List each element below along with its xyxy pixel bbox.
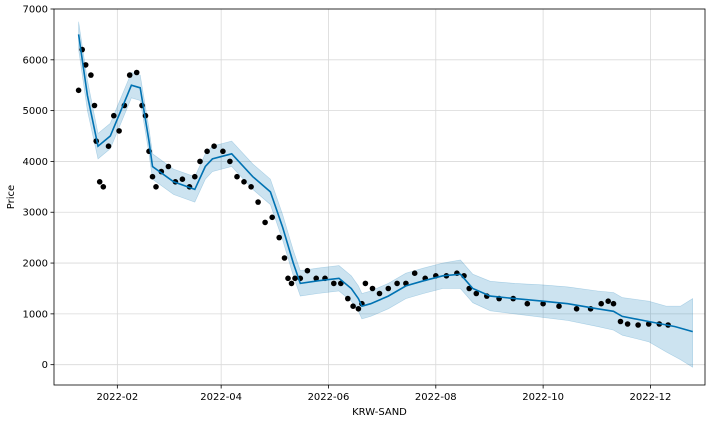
observed-point	[331, 280, 337, 287]
observed-point	[241, 179, 247, 185]
observed-point	[88, 72, 94, 78]
x-tick-label: 2022-02	[96, 392, 138, 403]
observed-point	[197, 158, 203, 165]
observed-point	[292, 275, 298, 282]
observed-point	[100, 184, 107, 190]
y-tick-label: 5000	[23, 106, 48, 117]
forecast-line	[77, 34, 693, 333]
observed-point	[610, 300, 617, 307]
uncertainty-band	[78, 21, 693, 368]
observed-point	[255, 199, 261, 205]
observed-point	[605, 298, 611, 305]
observed-point	[304, 267, 311, 274]
y-tick-label: 6000	[23, 55, 48, 66]
observed-point	[149, 173, 156, 180]
observed-point	[338, 280, 344, 287]
observed-point	[105, 143, 112, 149]
observed-point	[376, 290, 383, 297]
observed-point	[91, 102, 98, 109]
observed-point	[350, 303, 356, 310]
observed-point	[411, 270, 418, 277]
observed-point	[385, 285, 392, 292]
observed-point	[598, 300, 604, 307]
observed-point	[540, 300, 546, 307]
observed-point	[227, 158, 233, 165]
observed-point	[635, 322, 641, 328]
y-axis-label: Price	[6, 185, 17, 209]
observed-point	[288, 280, 295, 287]
y-tick-label: 1000	[23, 309, 48, 320]
observed-point	[133, 69, 140, 76]
observed-point	[204, 148, 210, 155]
observed-point	[248, 184, 254, 190]
observed-point	[313, 275, 320, 282]
x-tick-label: 2022-04	[200, 392, 242, 403]
y-tick-label: 3000	[23, 208, 48, 219]
x-tick-label: 2022-10	[522, 392, 564, 403]
observed-point	[473, 290, 480, 297]
observed-point	[355, 306, 362, 312]
plot-frame	[53, 8, 706, 386]
observed-point	[394, 280, 400, 287]
observed-point	[556, 303, 562, 310]
x-tick-label: 2022-12	[630, 392, 672, 403]
x-axis-label: KRW-SAND	[352, 407, 407, 418]
observed-point	[369, 285, 376, 292]
forecast-line-layer	[77, 34, 693, 333]
observed-point	[262, 219, 268, 226]
observed-point	[234, 173, 240, 180]
observed-point	[276, 234, 283, 241]
observed-point	[75, 87, 82, 94]
observed-point	[111, 112, 117, 119]
axis-ticks: 2022-02 2022-04 2022-06 2022-08 2022-10 2022-…	[23, 5, 672, 404]
observed-point	[281, 255, 288, 261]
observed-point	[645, 321, 652, 327]
observed-point	[165, 163, 172, 170]
observed-point	[345, 295, 351, 302]
observed-point	[116, 128, 122, 134]
y-tick-label: 4000	[23, 157, 48, 168]
observed-point	[573, 306, 580, 312]
observed-point	[153, 184, 159, 190]
observed-point	[362, 280, 369, 287]
y-tick-label: 7000	[23, 5, 48, 16]
observed-point	[285, 275, 291, 282]
observed-point	[524, 300, 531, 307]
observed-point	[624, 321, 631, 327]
observed-point	[179, 176, 186, 182]
observed-point	[126, 72, 133, 78]
x-tick-label: 2022-06	[308, 392, 350, 403]
observed-point	[220, 148, 226, 155]
y-tick-label: 2000	[23, 259, 48, 270]
x-tick-label: 2022-08	[415, 392, 457, 403]
observed-point	[617, 318, 624, 325]
uncertainty-band-layer	[78, 21, 693, 368]
observed-point	[192, 173, 198, 180]
observed-point	[269, 214, 276, 221]
observed-point	[211, 143, 217, 149]
observed-point	[82, 62, 89, 68]
observed-point	[96, 179, 103, 185]
y-tick-label: 0	[42, 360, 48, 371]
